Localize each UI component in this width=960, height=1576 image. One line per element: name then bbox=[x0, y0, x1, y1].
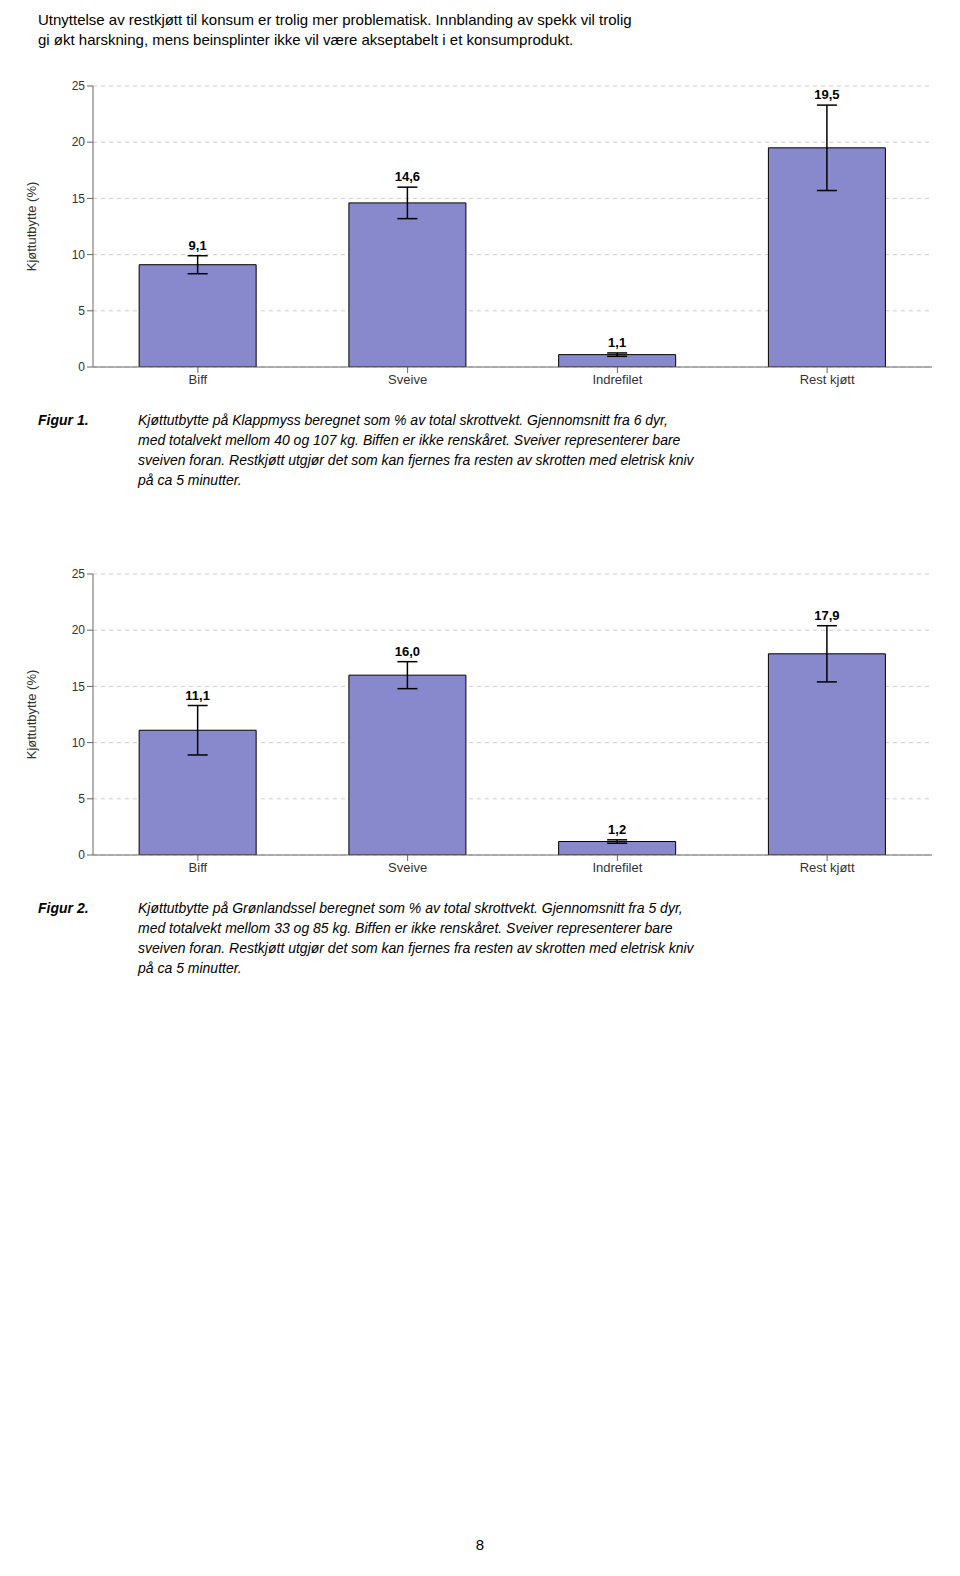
html-text:Figur 1.: Figur 1. bbox=[38, 412, 89, 428]
svg-text:20: 20 bbox=[72, 135, 86, 149]
html-text:på ca 5 minutter.: på ca 5 minutter. bbox=[138, 472, 242, 488]
svg-text:Biff: Biff bbox=[189, 372, 208, 387]
svg-text:19,5: 19,5 bbox=[814, 87, 839, 102]
svg-text:1,2: 1,2 bbox=[608, 822, 626, 837]
svg-text:Indrefilet: Indrefilet bbox=[592, 860, 642, 875]
html-text:sveiven foran. Restkjøtt utgjø: sveiven foran. Restkjøtt utgjør det som … bbox=[138, 940, 694, 956]
html-text:Utnyttelse av restkjøtt til ko: Utnyttelse av restkjøtt til konsum er tr… bbox=[38, 11, 632, 28]
html-text:Kjøttutbytte på Grønlandssel b: Kjøttutbytte på Grønlandssel beregnet so… bbox=[138, 900, 683, 916]
svg-text:Rest kjøtt: Rest kjøtt bbox=[800, 372, 855, 387]
html-text:Figur 2.: Figur 2. bbox=[38, 900, 89, 916]
html-text:gi økt harskning, mens beinspl: gi økt harskning, mens beinsplinter ikke… bbox=[38, 31, 574, 48]
svg-text:11,1: 11,1 bbox=[185, 688, 210, 703]
svg-text:17,9: 17,9 bbox=[814, 608, 839, 623]
svg-text:14,6: 14,6 bbox=[395, 169, 420, 184]
svg-text:5: 5 bbox=[78, 304, 85, 318]
html-text:sveiven foran. Restkjøtt utgjø: sveiven foran. Restkjøtt utgjør det som … bbox=[138, 452, 694, 468]
svg-text:9,1: 9,1 bbox=[189, 238, 207, 253]
svg-text:Kjøttutbytte (%): Kjøttutbytte (%) bbox=[24, 182, 39, 272]
html-text:Kjøttutbytte på Klappmyss bere: Kjøttutbytte på Klappmyss beregnet som %… bbox=[138, 412, 668, 428]
svg-text:15: 15 bbox=[72, 192, 86, 206]
svg-text:Kjøttutbytte (%): Kjøttutbytte (%) bbox=[24, 670, 39, 760]
html-text:8: 8 bbox=[475, 1536, 485, 1553]
svg-text:Sveive: Sveive bbox=[388, 860, 427, 875]
svg-text:Biff: Biff bbox=[189, 860, 208, 875]
svg-text:25: 25 bbox=[72, 567, 86, 581]
svg-text:1,1: 1,1 bbox=[608, 335, 626, 350]
svg-text:Indrefilet: Indrefilet bbox=[592, 372, 642, 387]
svg-text:0: 0 bbox=[78, 360, 85, 374]
svg-text:20: 20 bbox=[72, 623, 86, 637]
svg-text:10: 10 bbox=[72, 248, 86, 262]
svg-text:5: 5 bbox=[78, 792, 85, 806]
svg-text:25: 25 bbox=[72, 79, 86, 93]
svg-text:Sveive: Sveive bbox=[388, 372, 427, 387]
html-text:med totalvekt mellom 40 og 107: med totalvekt mellom 40 og 107 kg. Biffe… bbox=[138, 432, 681, 448]
html-text:med totalvekt mellom 33 og 85: med totalvekt mellom 33 og 85 kg. Biffen… bbox=[138, 920, 673, 936]
svg-text:Rest kjøtt: Rest kjøtt bbox=[800, 860, 855, 875]
svg-text:15: 15 bbox=[72, 680, 86, 694]
html-text:på ca 5 minutter.: på ca 5 minutter. bbox=[138, 960, 242, 976]
svg-text:10: 10 bbox=[72, 736, 86, 750]
svg-text:0: 0 bbox=[78, 848, 85, 862]
svg-text:16,0: 16,0 bbox=[395, 644, 420, 659]
